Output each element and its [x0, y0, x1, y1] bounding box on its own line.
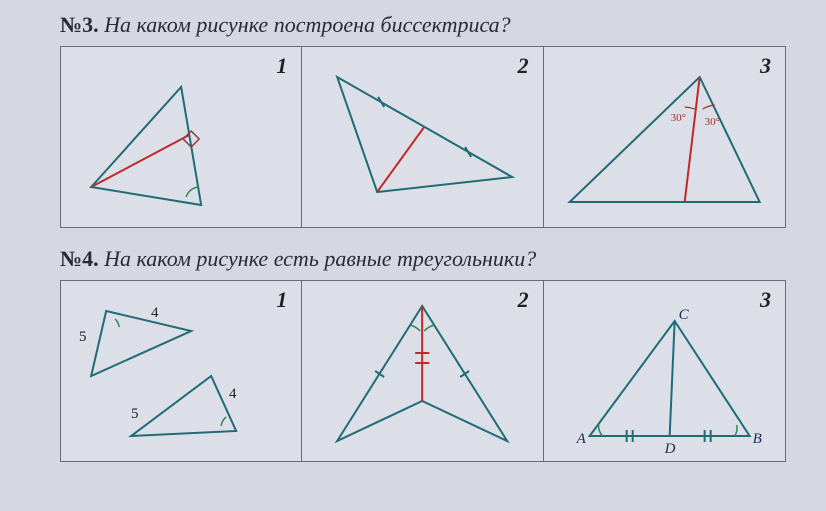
q3-title: №3. На каком рисунке построена биссектри… [60, 12, 786, 38]
q4-cell-3: 3 A B C D [544, 281, 785, 461]
q4-text: На каком рисунке есть равные треугольник… [104, 246, 536, 271]
q4-title: №4. На каком рисунке есть равные треугол… [60, 246, 786, 272]
q4-c1-left2: 5 [131, 406, 139, 423]
q3-label-1: 1 [276, 53, 287, 79]
q4-figure-3: A B C D [544, 281, 785, 461]
q3-label-2: 2 [518, 53, 529, 79]
q3-row: 1 2 3 30° 30° [60, 46, 786, 228]
q3-figure-2 [302, 47, 542, 227]
q3-prefix: №3. [60, 12, 99, 37]
q4-label-2: 2 [518, 287, 529, 313]
q4-c1-right2: 4 [229, 386, 237, 403]
q4-figure-1 [61, 281, 301, 461]
q4-row: 1 4 5 5 4 2 3 [60, 280, 786, 462]
q4-c1-left: 5 [79, 329, 87, 346]
q3-label-3: 3 [760, 53, 771, 79]
q3-angle-1: 30° [670, 112, 685, 124]
q3-cell-1: 1 [61, 47, 302, 227]
q3-text: На каком рисунке построена биссектриса? [104, 12, 511, 37]
q4-prefix: №4. [60, 246, 99, 271]
q4-label-3: 3 [760, 287, 771, 313]
q3-angle-2: 30° [704, 116, 719, 128]
q4-c1-top: 4 [151, 305, 159, 322]
q4-c3-C: C [678, 307, 689, 323]
q4-c3-D: D [663, 441, 675, 457]
q3-figure-1 [61, 47, 301, 227]
q3-figure-3: 30° 30° [544, 47, 785, 227]
q4-cell-2: 2 [302, 281, 543, 461]
q4-label-1: 1 [276, 287, 287, 313]
q4-figure-2 [302, 281, 542, 461]
q3-cell-2: 2 [302, 47, 543, 227]
q4-cell-1: 1 4 5 5 4 [61, 281, 302, 461]
q4-c3-A: A [575, 431, 586, 447]
q4-c3-B: B [752, 431, 761, 447]
q3-cell-3: 3 30° 30° [544, 47, 785, 227]
